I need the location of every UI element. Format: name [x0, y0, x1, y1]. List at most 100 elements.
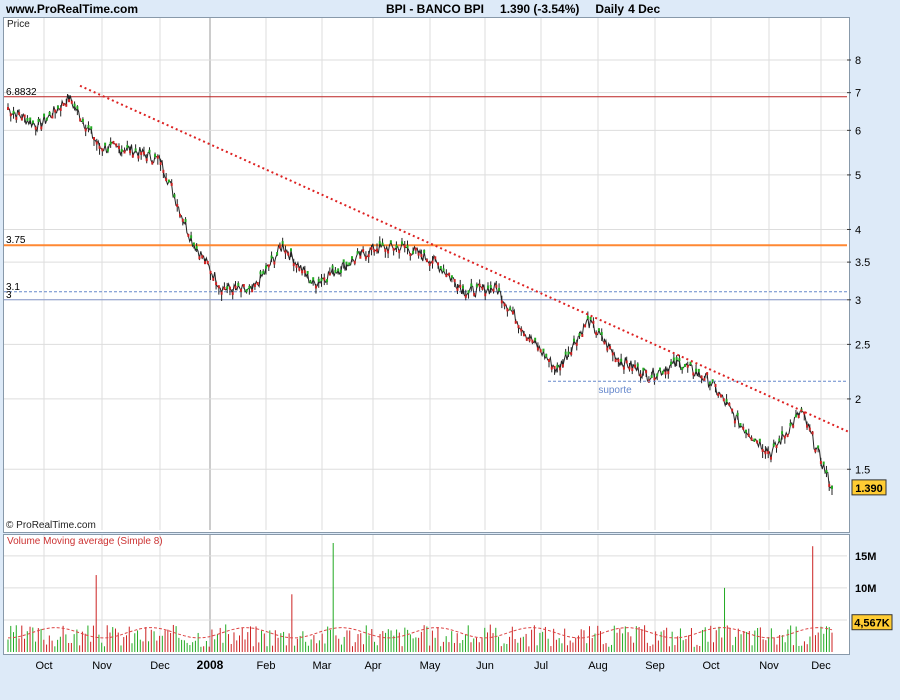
candle-body — [617, 358, 620, 362]
candle-body — [711, 379, 714, 383]
candle-body — [731, 408, 734, 412]
candle-body — [259, 271, 262, 275]
candle-body — [409, 253, 412, 257]
candle-body — [775, 445, 778, 449]
candle-body — [273, 261, 276, 265]
candle-body — [750, 437, 753, 441]
candle-body — [769, 456, 772, 460]
candle-body — [603, 341, 606, 345]
candle-body — [323, 277, 326, 281]
candle-body — [828, 483, 831, 487]
candle-body — [123, 150, 126, 154]
candle-body — [595, 331, 598, 335]
candle-body — [425, 259, 428, 263]
candle-body — [101, 148, 104, 152]
candle-body — [478, 283, 481, 287]
candle-body — [439, 265, 442, 269]
candle-body — [645, 370, 648, 374]
candle-body — [717, 392, 720, 396]
candle-body — [714, 383, 717, 387]
candle-body — [12, 110, 15, 114]
candle-body — [786, 433, 789, 437]
candle-body — [398, 250, 401, 254]
candle-body — [686, 364, 689, 368]
candle-body — [251, 289, 254, 293]
candle-body — [339, 269, 342, 273]
candle-body — [653, 377, 656, 381]
candle-body — [375, 248, 378, 252]
candle-body — [500, 300, 503, 304]
candle-body — [437, 262, 440, 266]
candle-body — [634, 364, 637, 368]
candle-body — [706, 372, 709, 376]
candle-body — [148, 149, 151, 153]
candle-body — [117, 145, 120, 149]
candle-body — [767, 450, 770, 454]
candle-body — [467, 290, 470, 294]
candle-body — [586, 315, 589, 319]
candle-body — [162, 169, 165, 173]
candle-body — [609, 346, 612, 350]
candle-body — [212, 277, 215, 281]
candle-body — [115, 143, 118, 147]
support-label: suporte — [598, 385, 632, 396]
candle-body — [431, 260, 434, 264]
candle-body — [556, 364, 559, 368]
candle-body — [506, 308, 509, 312]
candle-body — [511, 311, 514, 315]
candle-body — [7, 107, 9, 111]
y-tick-label: 3.5 — [855, 257, 870, 269]
candle-body — [575, 342, 578, 346]
candle-body — [165, 178, 168, 182]
candle-body — [772, 443, 775, 447]
candle-body — [548, 358, 551, 362]
candle-body — [695, 368, 698, 372]
candle-body — [54, 109, 57, 113]
candle-body — [15, 116, 18, 120]
candle-body — [628, 366, 631, 370]
candle-body — [531, 339, 534, 343]
candle-body — [561, 364, 564, 368]
candle-body — [287, 252, 290, 256]
candle-body — [223, 286, 226, 290]
candle-body — [697, 368, 700, 372]
candle-body — [611, 352, 614, 356]
candle-body — [517, 325, 520, 329]
candle-body — [817, 445, 820, 449]
y-tick-label: 8 — [855, 55, 861, 67]
candle-body — [570, 352, 573, 356]
candle-body — [81, 118, 84, 122]
candle-body — [736, 412, 739, 416]
candle-body — [539, 349, 542, 353]
x-tick-label: Aug — [588, 660, 608, 672]
candle-body — [342, 259, 345, 263]
candle-body — [420, 254, 423, 258]
price-panel[interactable] — [3, 17, 850, 533]
candle-body — [170, 182, 173, 186]
candle-body — [95, 141, 98, 145]
candle-body — [140, 152, 143, 156]
candle-body — [389, 240, 392, 244]
candle-body — [672, 357, 675, 361]
candle-body — [373, 249, 376, 253]
x-tick-label: Oct — [702, 660, 719, 672]
candle-body — [481, 286, 484, 290]
candle-body — [295, 264, 298, 268]
candle-body — [789, 423, 792, 427]
candle-body — [351, 256, 354, 260]
candle-body — [733, 420, 736, 424]
candle-body — [68, 99, 71, 103]
x-tick-label: Dec — [150, 660, 170, 672]
candle-body — [814, 449, 817, 453]
chart-header: www.ProRealTime.com BPI - BANCO BPI 1.390… — [0, 0, 900, 18]
candle-body — [65, 103, 68, 107]
candle-body — [106, 148, 109, 152]
candle-body — [459, 284, 462, 288]
candle-body — [528, 338, 531, 342]
horizontal-line-label: 3.1 — [6, 282, 20, 293]
candle-body — [412, 250, 415, 254]
price-line — [8, 94, 832, 489]
y-tick-label: 1.5 — [855, 464, 870, 476]
candle-body — [353, 260, 356, 264]
